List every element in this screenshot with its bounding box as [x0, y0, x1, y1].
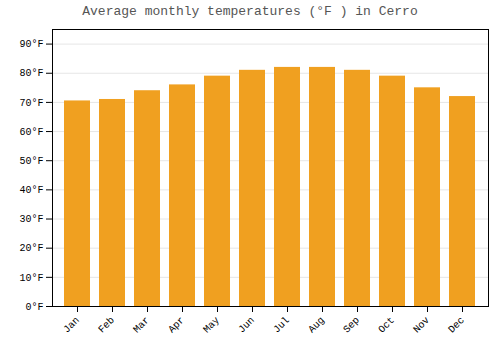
svg-text:Jan: Jan [61, 315, 82, 336]
svg-text:Mar: Mar [131, 315, 152, 336]
svg-text:10°F: 10°F [19, 273, 43, 284]
svg-text:Jul: Jul [271, 315, 292, 336]
svg-text:60°F: 60°F [19, 127, 43, 138]
svg-text:0°F: 0°F [25, 302, 43, 313]
html-text:Average monthly temperatures (: Average monthly temperatures (°F ) in Ce… [82, 4, 418, 19]
svg-text:Sep: Sep [341, 315, 362, 336]
svg-text:Oct: Oct [376, 315, 397, 336]
svg-text:Apr: Apr [166, 315, 187, 336]
svg-text:50°F: 50°F [19, 156, 43, 167]
svg-text:Jun: Jun [236, 315, 257, 336]
svg-text:20°F: 20°F [19, 243, 43, 254]
svg-text:Feb: Feb [96, 315, 117, 336]
svg-text:40°F: 40°F [19, 185, 43, 196]
svg-text:May: May [201, 315, 222, 336]
svg-text:70°F: 70°F [19, 98, 43, 109]
svg-text:30°F: 30°F [19, 214, 43, 225]
svg-text:Dec: Dec [446, 315, 467, 336]
svg-text:Aug: Aug [306, 315, 327, 336]
svg-text:90°F: 90°F [19, 39, 43, 50]
svg-text:80°F: 80°F [19, 68, 43, 79]
svg-text:Nov: Nov [411, 315, 432, 336]
